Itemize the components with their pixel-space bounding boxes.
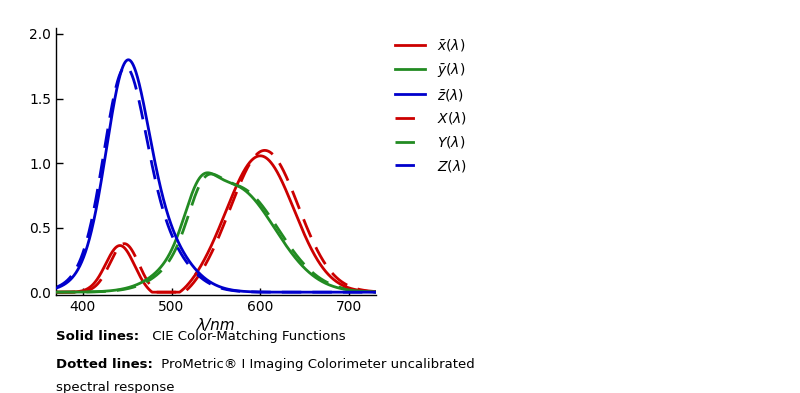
Legend: $\bar{x}(\lambda)$, $\bar{y}(\lambda)$, $\bar{z}(\lambda)$, $X(\lambda)$, $Y(\la: $\bar{x}(\lambda)$, $\bar{y}(\lambda)$, …	[390, 32, 472, 179]
Text: ProMetric® I Imaging Colorimeter uncalibrated: ProMetric® I Imaging Colorimeter uncalib…	[157, 358, 474, 371]
Text: CIE Color-Matching Functions: CIE Color-Matching Functions	[148, 330, 346, 343]
Text: spectral response: spectral response	[56, 381, 174, 393]
X-axis label: λ/nm: λ/nm	[197, 318, 235, 334]
Text: Solid lines:: Solid lines:	[56, 330, 139, 343]
Text: Dotted lines:: Dotted lines:	[56, 358, 153, 371]
